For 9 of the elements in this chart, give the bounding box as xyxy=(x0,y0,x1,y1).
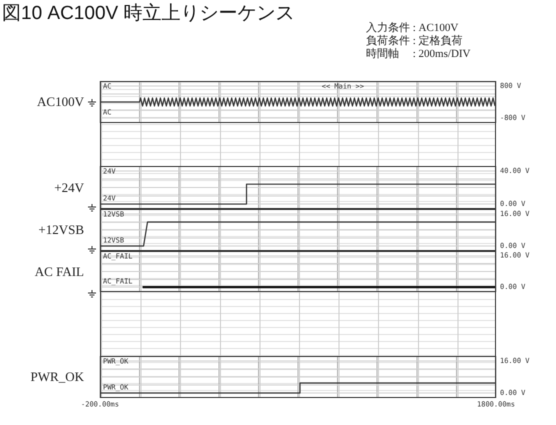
chart-title: 図10 AC100V 時立上りシーケンス xyxy=(2,2,294,26)
y-axis-title: +24V xyxy=(53,180,84,196)
y-axis-title: PWR_OK xyxy=(30,369,84,385)
text: 負荷条件 : 定格負荷 xyxy=(366,35,463,47)
y-axis-title: AC100V xyxy=(36,94,84,110)
y-axis-title: AC FAIL xyxy=(34,264,84,280)
y-axis-title: +12VSB xyxy=(37,222,84,238)
text: 時間軸 : 200ms/DIV xyxy=(366,48,470,60)
text: 入力条件 : AC100V xyxy=(366,22,458,34)
